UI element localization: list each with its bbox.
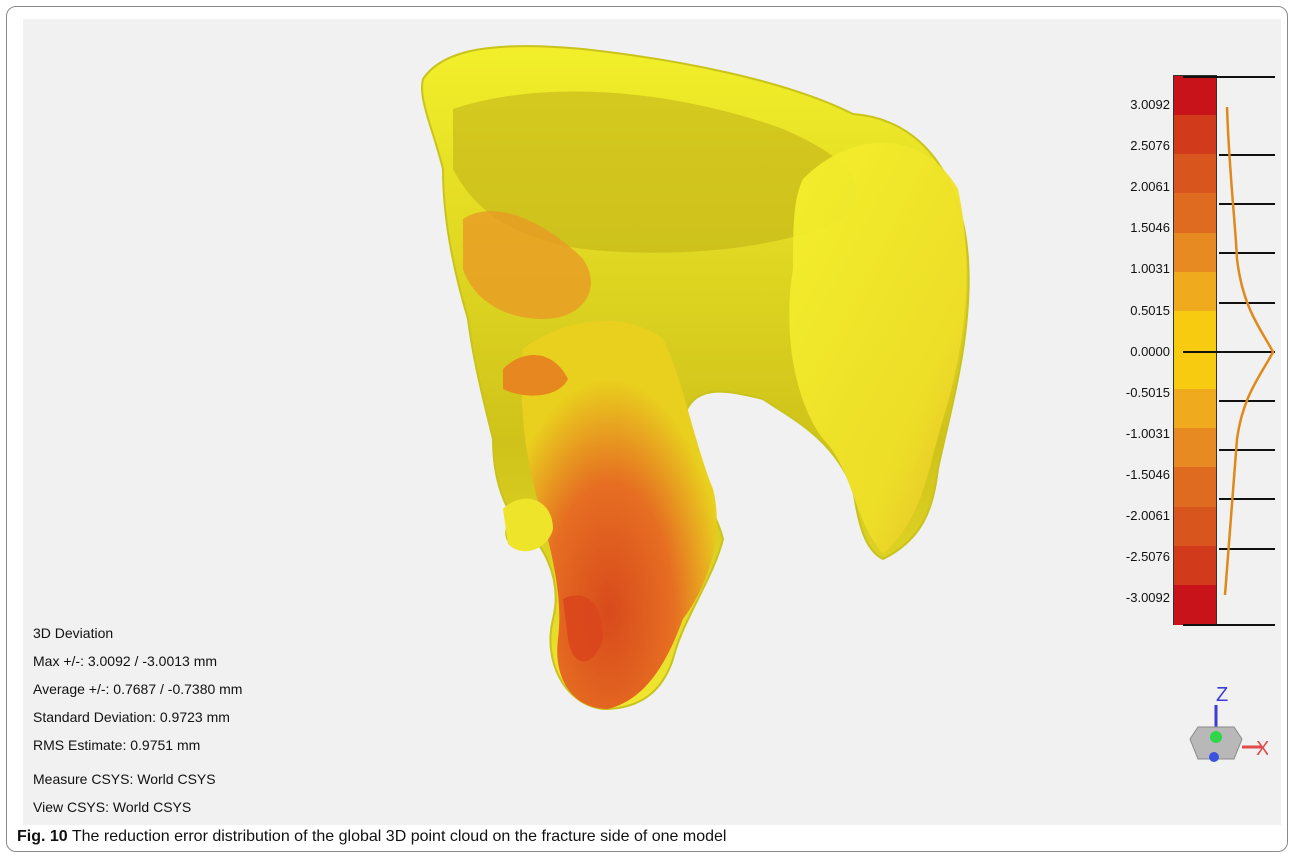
scale-segment — [1174, 193, 1216, 234]
scale-segment — [1174, 115, 1216, 156]
deviation-stats: 3D Deviation Max +/-: 3.0092 / -3.0013 m… — [33, 619, 242, 821]
scale-tick-label: 2.0061 — [1130, 179, 1170, 195]
stats-rms: RMS Estimate: 0.9751 mm — [33, 737, 201, 753]
scale-segment — [1174, 506, 1216, 547]
scale-segment — [1174, 310, 1216, 351]
stats-title: 3D Deviation — [33, 625, 114, 641]
distribution-curve — [1223, 106, 1275, 596]
stats-average: Average +/-: 0.7687 / -0.7380 mm — [33, 681, 243, 697]
caption-label: Fig. 10 — [17, 828, 68, 845]
stats-view-csys: View CSYS: World CSYS — [33, 799, 192, 815]
z-axis-label: Z — [1216, 684, 1228, 706]
caption-text: The reduction error distribution of the … — [71, 828, 727, 845]
scale-tick-label: -1.5046 — [1125, 466, 1170, 482]
figure-frame: 3D Deviation Max +/-: 3.0092 / -3.0013 m… — [6, 6, 1288, 852]
scale-segment — [1174, 350, 1216, 391]
bone-model-render — [421, 45, 970, 711]
scale-segment — [1174, 428, 1216, 469]
scale-tick-label: 0.5015 — [1130, 302, 1170, 318]
scale-segment — [1174, 389, 1216, 430]
scale-segment — [1174, 467, 1216, 508]
color-scale-bar — [1173, 75, 1217, 625]
deviation-histogram — [1183, 76, 1275, 626]
stats-std: Standard Deviation: 0.9723 mm — [33, 709, 230, 725]
bone-right-wing — [789, 142, 967, 554]
scale-tick-label: 2.5076 — [1130, 138, 1170, 154]
scale-segment — [1174, 154, 1216, 195]
3d-viewport[interactable]: 3D Deviation Max +/-: 3.0092 / -3.0013 m… — [23, 19, 1281, 825]
scale-tick-label: 3.0092 — [1130, 97, 1170, 112]
scale-segment — [1174, 271, 1216, 312]
scale-segment — [1174, 76, 1216, 117]
axis-triad-icon[interactable]: Z X — [1158, 679, 1268, 769]
scale-tick-label: -0.5015 — [1125, 384, 1170, 400]
scale-tick-label: 1.0031 — [1130, 261, 1170, 277]
stats-max: Max +/-: 3.0092 / -3.0013 mm — [33, 653, 218, 669]
scale-tick-label: -1.0031 — [1125, 425, 1170, 441]
x-axis-label: X — [1256, 738, 1268, 760]
scale-tick-label: 1.5046 — [1130, 220, 1170, 236]
scale-segment — [1174, 584, 1216, 625]
figure-caption: Fig. 10 The reduction error distribution… — [17, 828, 726, 846]
scale-segment — [1174, 232, 1216, 273]
scale-tick-label: -3.0092 — [1125, 590, 1170, 606]
scale-tick-label: -2.5076 — [1125, 549, 1170, 565]
scale-tick-label: -2.0061 — [1125, 508, 1170, 523]
scale-tick-label: 0.0000 — [1130, 343, 1170, 359]
scale-segment — [1174, 545, 1216, 586]
stats-measure-csys: Measure CSYS: World CSYS — [33, 771, 216, 787]
